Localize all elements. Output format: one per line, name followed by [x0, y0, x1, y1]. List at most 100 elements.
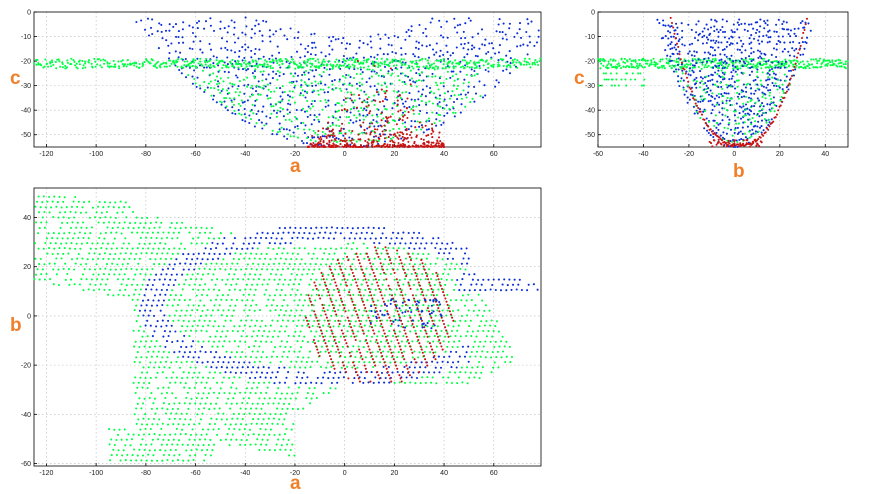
- green-point: [765, 63, 768, 66]
- green-point: [216, 83, 219, 86]
- blue-point: [203, 66, 206, 69]
- green-point: [124, 444, 127, 447]
- green-point: [179, 417, 182, 420]
- blue-point: [677, 68, 680, 71]
- green-point: [721, 75, 724, 78]
- red-point: [759, 136, 762, 139]
- green-point: [217, 88, 220, 91]
- green-point: [762, 93, 765, 96]
- green-point: [68, 231, 71, 234]
- green-point: [737, 79, 740, 82]
- green-point: [150, 252, 153, 255]
- green-point: [64, 211, 67, 214]
- green-point: [142, 433, 146, 436]
- blue-point: [429, 21, 432, 24]
- blue-point: [772, 101, 775, 104]
- red-point: [440, 145, 443, 148]
- green-point: [48, 262, 51, 265]
- blue-point: [730, 77, 733, 80]
- blue-point: [303, 131, 306, 135]
- blue-point: [450, 94, 453, 97]
- blue-point: [442, 121, 445, 124]
- green-point: [306, 110, 309, 113]
- green-point: [60, 242, 63, 245]
- green-point: [437, 59, 440, 62]
- red-point: [328, 143, 331, 146]
- green-point: [102, 58, 105, 61]
- blue-point: [191, 258, 194, 261]
- blue-point: [362, 114, 365, 117]
- green-point: [317, 61, 320, 64]
- green-point: [132, 329, 135, 332]
- green-point: [780, 95, 783, 99]
- green-point: [752, 63, 755, 66]
- green-point: [152, 402, 155, 405]
- green-point: [522, 63, 526, 66]
- blue-point: [727, 84, 730, 87]
- green-point: [322, 64, 325, 67]
- green-point: [162, 386, 165, 389]
- green-point: [132, 210, 135, 213]
- green-point: [34, 273, 38, 276]
- green-point: [233, 427, 236, 431]
- red-point: [369, 110, 372, 113]
- green-point: [188, 283, 191, 287]
- green-point: [199, 57, 202, 60]
- blue-point: [447, 57, 450, 60]
- green-point: [113, 63, 116, 66]
- green-point: [60, 257, 63, 260]
- green-point: [117, 293, 120, 296]
- green-point: [220, 298, 223, 301]
- green-point: [181, 377, 184, 380]
- green-point: [135, 422, 138, 425]
- blue-point: [435, 118, 438, 121]
- green-point: [407, 64, 410, 67]
- blue-point: [528, 41, 532, 44]
- green-point: [178, 402, 181, 405]
- green-point: [729, 85, 733, 88]
- blue-point: [319, 82, 323, 85]
- green-point: [103, 201, 106, 204]
- green-point: [74, 64, 77, 67]
- green-point: [185, 396, 188, 399]
- red-point: [327, 127, 330, 130]
- red-point: [805, 17, 809, 20]
- blue-point: [234, 60, 237, 63]
- green-point: [112, 59, 115, 62]
- blue-point: [227, 25, 230, 28]
- green-point: [396, 96, 399, 99]
- blue-point: [756, 83, 759, 86]
- green-point: [194, 366, 197, 369]
- blue-point: [752, 132, 755, 135]
- blue-point: [766, 41, 769, 44]
- green-point: [234, 252, 237, 255]
- green-point: [715, 103, 718, 106]
- blue-point: [740, 106, 743, 109]
- green-point: [235, 387, 238, 390]
- green-point: [376, 121, 379, 124]
- green-point: [142, 417, 145, 420]
- green-point: [98, 253, 101, 256]
- blue-point: [242, 242, 245, 245]
- blue-point: [759, 62, 762, 65]
- blue-point: [717, 86, 720, 89]
- red-point: [406, 116, 409, 120]
- blue-point: [742, 110, 745, 113]
- blue-point: [404, 38, 407, 41]
- blue-point: [407, 128, 410, 131]
- green-point: [64, 64, 67, 67]
- green-point: [703, 66, 706, 69]
- green-point: [767, 66, 770, 69]
- green-point: [359, 66, 362, 69]
- green-point: [328, 60, 331, 63]
- blue-point: [363, 107, 366, 110]
- green-point: [242, 433, 245, 436]
- blue-point: [194, 262, 197, 265]
- green-point: [240, 423, 243, 426]
- green-point: [142, 278, 146, 281]
- red-point: [442, 145, 445, 148]
- green-point: [116, 263, 119, 266]
- blue-point: [787, 50, 790, 53]
- green-point: [144, 273, 147, 276]
- green-point: [379, 69, 382, 72]
